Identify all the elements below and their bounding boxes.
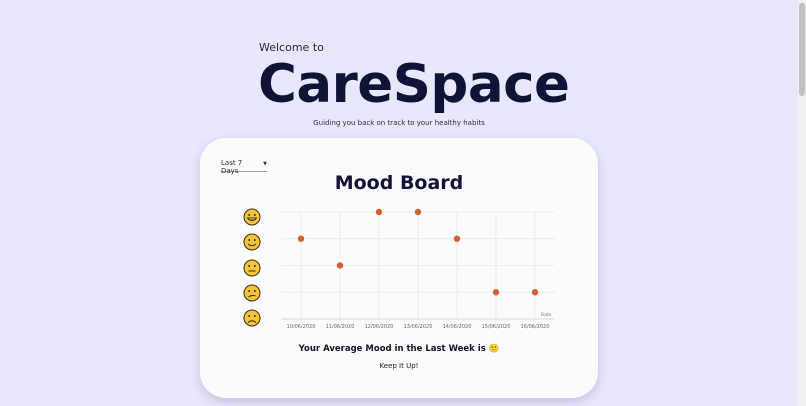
grinning-face-icon (243, 208, 261, 226)
data-point (492, 289, 500, 296)
caret-down-icon: ▼ (263, 161, 267, 167)
average-mood-text: Your Average Mood in the Last Week is (298, 344, 486, 354)
x-tick-label: 13/06/2020 (404, 324, 433, 330)
data-point (297, 235, 305, 242)
data-point (336, 262, 344, 269)
average-mood-line: Your Average Mood in the Last Week is 🙂 (200, 344, 598, 354)
neutral-face-icon (243, 259, 261, 277)
smiling-face-icon (243, 233, 261, 251)
data-point (375, 208, 383, 216)
data-point (414, 208, 422, 216)
board-title: Mood Board (334, 172, 464, 194)
x-tick-label: 11/06/2020 (326, 324, 355, 330)
welcome-text: Welcome to (259, 41, 324, 54)
scrollbar[interactable] (798, 0, 806, 406)
data-point (531, 289, 539, 296)
scrollbar-thumb[interactable] (799, 3, 805, 96)
data-point (453, 235, 461, 242)
confused-face-icon (243, 284, 261, 302)
x-axis-label: Date (541, 312, 552, 318)
x-tick-label: 15/06/2020 (482, 324, 511, 330)
tagline: Guiding you back on track to your health… (313, 119, 485, 127)
x-tick-label: 10/06/2020 (287, 324, 316, 330)
range-select[interactable]: Last 7 Days ▼ (221, 159, 267, 175)
mood-board-card: Last 7 Days ▼ Mood Board 10/06/2020 11/06… (200, 138, 598, 398)
x-tick-label: 16/06/2020 (521, 324, 550, 330)
mood-chart: 10/06/2020 11/06/2020 12/06/2020 13/06/2020… (243, 208, 555, 330)
average-mood-emoji: 🙂 (488, 344, 500, 354)
x-tick-label: 12/06/2020 (365, 324, 394, 330)
encouragement-text: Keep It Up! (379, 362, 419, 370)
range-select-label: Last 7 Days (221, 159, 243, 175)
brand-title: CareSpace (258, 54, 570, 115)
frowning-face-icon (243, 309, 261, 327)
x-tick-label: 14/06/2020 (443, 324, 472, 330)
